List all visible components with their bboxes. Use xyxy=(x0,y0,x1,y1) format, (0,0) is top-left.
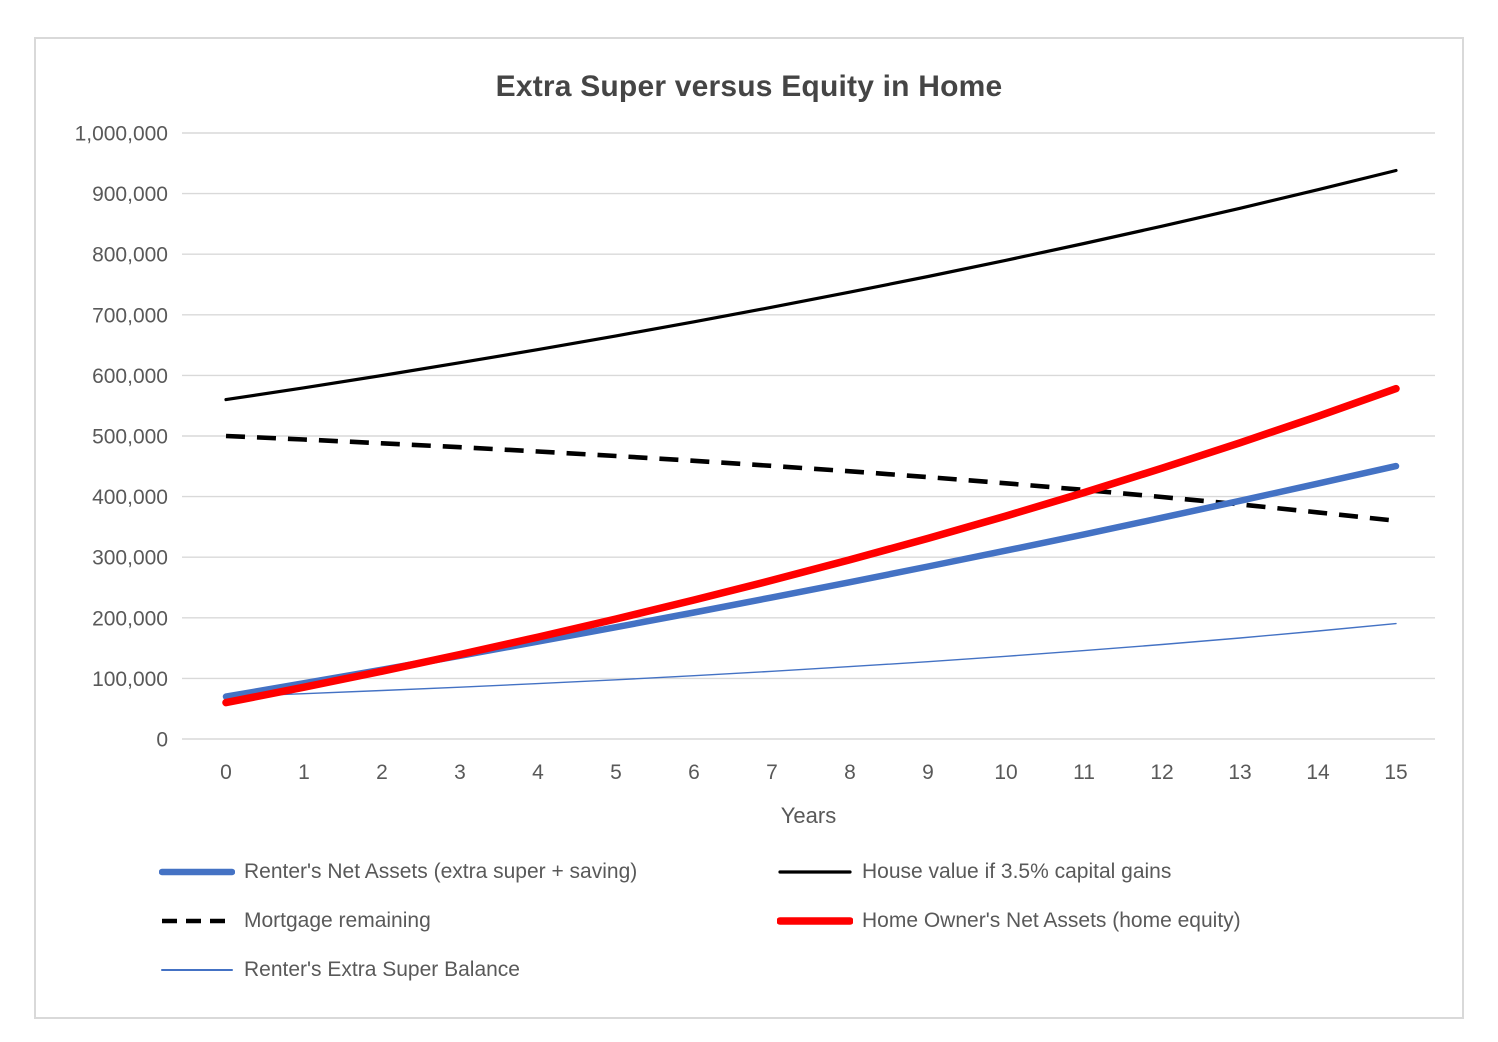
legend-swatch-home-owners-net-assets xyxy=(777,917,853,925)
legend-label-mortgage-remaining: Mortgage remaining xyxy=(244,909,431,932)
legend-swatch-renters-extra-super-balance xyxy=(161,969,233,971)
x-tick-label: 8 xyxy=(844,761,856,784)
legend-item-renters-extra-super-balance: Renter's Extra Super Balance xyxy=(159,955,520,985)
legend-swatch-house-value xyxy=(778,870,852,874)
y-tick-label: 400,000 xyxy=(92,486,168,509)
y-tick-label: 100,000 xyxy=(92,668,168,691)
legend-label-home-owners-net-assets: Home Owner's Net Assets (home equity) xyxy=(862,909,1241,932)
legend-swatch-renters-net-assets xyxy=(159,868,235,876)
plot-area: 0 100,000 200,000 300,000 400,000 500,000 600,… xyxy=(75,123,1435,784)
legend-label-house-value: House value if 3.5% capital gains xyxy=(862,860,1172,883)
x-tick-label: 1 xyxy=(298,761,310,784)
x-tick-label: 13 xyxy=(1228,761,1251,784)
y-tick-label: 300,000 xyxy=(92,547,168,570)
series-line-house-value xyxy=(224,168,1398,402)
x-tick-label: 2 xyxy=(376,761,388,784)
x-tick-label: 4 xyxy=(532,761,544,784)
y-tick-label: 900,000 xyxy=(92,183,168,206)
x-tick-label: 14 xyxy=(1306,761,1330,784)
y-tick-label: 0 xyxy=(156,729,168,752)
x-tick-label: 7 xyxy=(766,761,778,784)
series-line-home-owners-net-assets xyxy=(222,384,1400,707)
x-tick-label: 6 xyxy=(688,761,700,784)
legend-swatch-mortgage-remaining xyxy=(162,918,232,924)
x-tick-label: 11 xyxy=(1073,761,1095,784)
x-tick-label: 9 xyxy=(922,761,934,784)
x-tick-label: 5 xyxy=(610,761,622,784)
x-tick-label: 10 xyxy=(994,761,1017,784)
legend-item-home-owners-net-assets: Home Owner's Net Assets (home equity) xyxy=(777,906,1241,936)
legend-item-renters-net-assets: Renter's Net Assets (extra super + savin… xyxy=(159,857,637,887)
legend-label-renters-net-assets: Renter's Net Assets (extra super + savin… xyxy=(244,860,638,883)
series-line-renters-extra-super-balance xyxy=(225,622,1397,698)
x-tick-label: 12 xyxy=(1150,761,1173,784)
y-tick-label: 500,000 xyxy=(92,426,168,449)
y-tick-label: 800,000 xyxy=(92,244,168,267)
x-tick-label: 3 xyxy=(454,761,466,784)
legend-item-mortgage-remaining: Mortgage remaining xyxy=(159,906,431,936)
y-tick-label: 1,000,000 xyxy=(75,123,168,146)
chart-title: Extra Super versus Equity in Home xyxy=(495,70,1003,103)
chart-container: Extra Super versus Equity in Home 0 100,0… xyxy=(34,37,1464,1019)
x-tick-label: 0 xyxy=(220,761,232,784)
legend-label-renters-extra-super-balance: Renter's Extra Super Balance xyxy=(244,958,520,981)
x-tick-label: 15 xyxy=(1384,761,1407,784)
legend-item-house-value: House value if 3.5% capital gains xyxy=(777,857,1171,887)
series-line-mortgage-remaining xyxy=(225,433,1397,524)
x-axis-title: Years xyxy=(780,803,837,828)
y-tick-label: 700,000 xyxy=(92,304,168,327)
y-tick-label: 200,000 xyxy=(92,607,168,630)
y-tick-label: 600,000 xyxy=(92,365,168,388)
